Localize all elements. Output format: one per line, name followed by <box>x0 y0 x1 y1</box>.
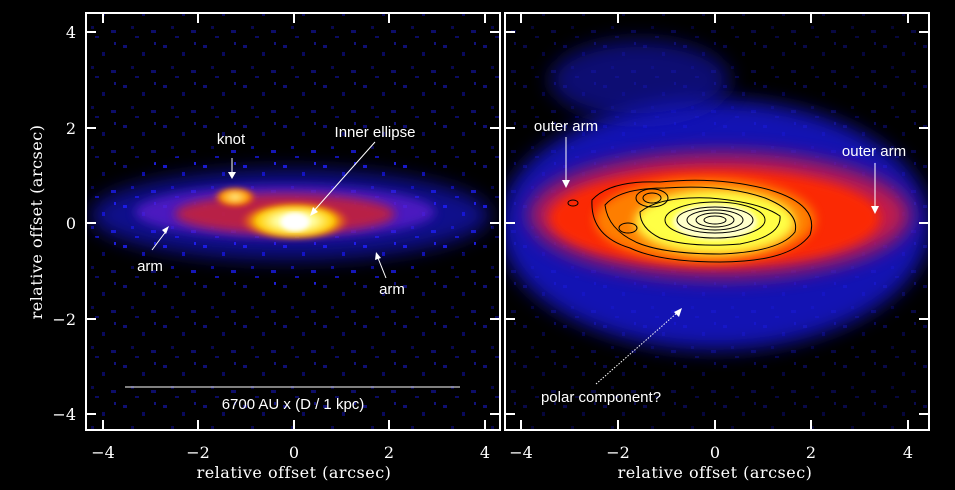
x-tick-label: −4 <box>91 443 115 462</box>
x-tick-label: 4 <box>903 443 913 462</box>
scale-bar-label: 6700 AU x (D / 1 kpc) <box>222 396 365 413</box>
y-tick-label: 4 <box>66 23 76 42</box>
contour-lines <box>567 179 812 263</box>
x-axis-title-left: relative offset (arcsec) <box>197 463 392 482</box>
y-tick-label: −4 <box>52 405 76 424</box>
left-panel-image <box>86 13 500 430</box>
right-panel-image <box>505 13 929 430</box>
x-axis-title-right: relative offset (arcsec) <box>618 463 813 482</box>
x-tick-label: −2 <box>606 443 630 462</box>
y-tick-label: −2 <box>52 310 76 329</box>
x-tick-label: 0 <box>289 443 299 462</box>
right-annotations <box>562 137 879 385</box>
x-tick-label: 4 <box>480 443 490 462</box>
y-axis-title: relative offset (arcsec) <box>27 125 46 320</box>
x-tick-label: −4 <box>509 443 533 462</box>
outer-arm-right-label: outer arm <box>842 143 906 160</box>
x-tick-label: −2 <box>186 443 210 462</box>
x-tick-label: 2 <box>806 443 816 462</box>
tick-marks <box>86 13 929 430</box>
y-tick-label: 0 <box>66 214 76 233</box>
arm-right-label: arm <box>379 281 405 298</box>
x-tick-label: 2 <box>384 443 394 462</box>
y-tick-label: 2 <box>66 119 76 138</box>
outer-arm-left-label: outer arm <box>534 118 598 135</box>
knot-label: knot <box>217 131 246 148</box>
x-tick-label: 0 <box>710 443 720 462</box>
arm-left-label: arm <box>137 258 163 275</box>
inner-ellipse-label: Inner ellipse <box>335 124 416 141</box>
left-annotations <box>125 141 460 388</box>
polar-component-label: polar component? <box>541 389 661 406</box>
right-panel-frame <box>504 12 930 431</box>
